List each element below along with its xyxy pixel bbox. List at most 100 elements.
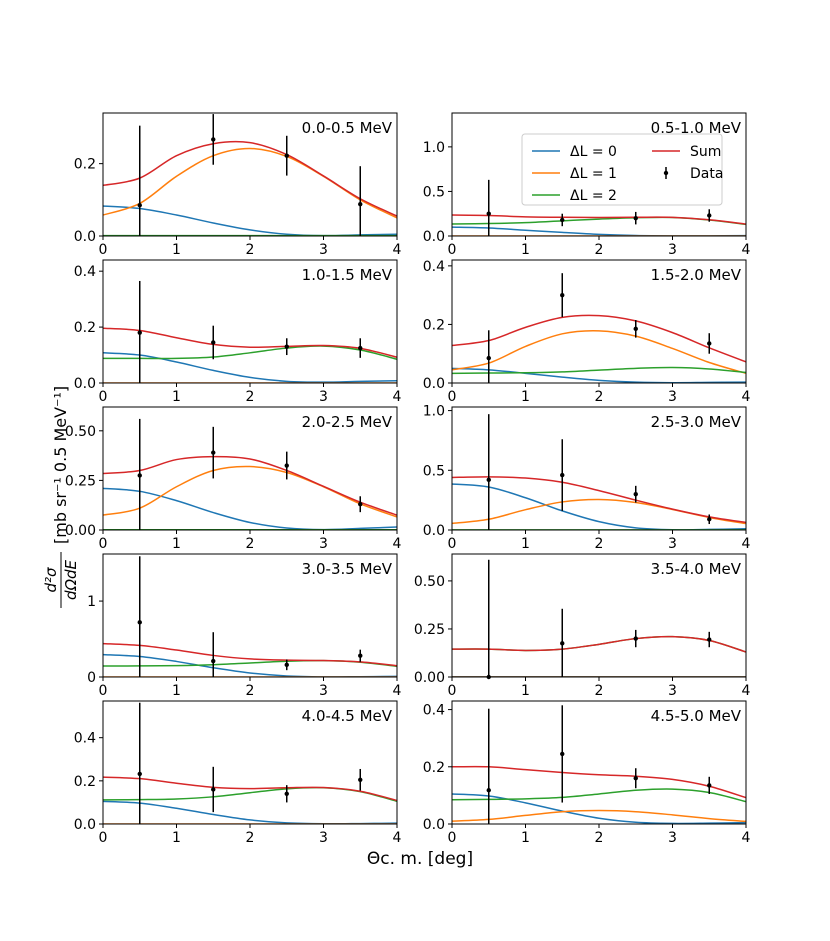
y-tick-label: 0.2 bbox=[74, 157, 96, 173]
data-points bbox=[137, 418, 363, 530]
y-tick-label: 1.0 bbox=[423, 140, 445, 156]
y-tick-label: 1.0 bbox=[423, 404, 445, 420]
x-tick-label: 3 bbox=[668, 389, 677, 405]
x-tick-label: 1 bbox=[521, 683, 530, 699]
x-tick-label: 0 bbox=[99, 389, 108, 405]
panel-title: 1.5-2.0 MeV bbox=[651, 266, 742, 284]
x-tick-label: 1 bbox=[521, 830, 530, 846]
y-tick-label: 0 bbox=[87, 670, 96, 686]
legend-label: ΔL = 0 bbox=[570, 144, 617, 160]
x-tick-label: 3 bbox=[319, 536, 328, 552]
data-point bbox=[486, 211, 491, 216]
panel-curves bbox=[103, 140, 397, 236]
y-label-units: [mb sr⁻¹ 0.5 MeV⁻¹] bbox=[51, 386, 70, 544]
x-tick-label: 0 bbox=[448, 536, 457, 552]
panel-title: 3.5-4.0 MeV bbox=[651, 560, 742, 578]
data-point bbox=[284, 463, 289, 468]
panel-4.0-4.5-mev: 0 1 2 3 4 0.0 0.2 0.4 4.0-4.5 MeV bbox=[74, 700, 402, 846]
panel-title: 3.0-3.5 MeV bbox=[302, 560, 393, 578]
x-tick-label: 4 bbox=[742, 536, 751, 552]
x-tick-label: 0 bbox=[448, 389, 457, 405]
x-tick-label: 2 bbox=[246, 389, 255, 405]
data-point bbox=[211, 658, 216, 664]
series-line-sum bbox=[103, 642, 397, 667]
series-line-l-2 bbox=[452, 216, 746, 226]
legend-label: Data bbox=[690, 166, 723, 182]
x-tick-label: 2 bbox=[595, 389, 604, 405]
panel-title: 0.0-0.5 MeV bbox=[302, 119, 393, 137]
panel-title: 4.0-4.5 MeV bbox=[302, 707, 393, 725]
panel-0.0-0.5-mev: 0 1 2 3 4 0.0 0.2 0.0-0.5 MeV bbox=[74, 112, 402, 258]
series-line-l-0 bbox=[103, 352, 397, 383]
y-tick-label: 1 bbox=[87, 594, 96, 610]
data-point bbox=[707, 213, 712, 218]
x-tick-label: 4 bbox=[742, 242, 751, 258]
x-tick-label: 0 bbox=[99, 830, 108, 846]
data-point bbox=[486, 788, 491, 793]
data-points bbox=[137, 702, 363, 824]
x-tick-label: 0 bbox=[99, 242, 108, 258]
x-tick-label: 4 bbox=[393, 683, 402, 699]
data-points bbox=[137, 114, 363, 236]
y-tick-label: 0.4 bbox=[423, 703, 445, 719]
x-tick-label: 2 bbox=[246, 242, 255, 258]
panel-4.5-5.0-mev: 0 1 2 3 4 0.0 0.2 0.4 4.5-5.0 MeV bbox=[423, 700, 751, 846]
data-point bbox=[284, 791, 289, 796]
panels-group: 0 1 2 3 4 0.0 0.2 0.0-0.5 MeV 0 1 2 3 4 0.0 0.5 1.0 0.5-… bbox=[65, 112, 751, 846]
data-point bbox=[358, 653, 363, 658]
y-tick-label: 0.50 bbox=[414, 574, 445, 590]
x-tick-label: 3 bbox=[668, 242, 677, 258]
data-point bbox=[137, 771, 142, 777]
data-point bbox=[633, 491, 638, 497]
data-points bbox=[486, 414, 712, 530]
x-tick-label: 0 bbox=[448, 242, 457, 258]
panel-title: 2.5-3.0 MeV bbox=[651, 413, 742, 431]
panel-0.5-1.0-mev: 0 1 2 3 4 0.0 0.5 1.0 0.5-1.0 MeV bbox=[423, 112, 751, 258]
series-line-l-0 bbox=[452, 226, 746, 236]
series-line-l-1 bbox=[103, 465, 397, 518]
series-line-l-0 bbox=[103, 205, 397, 236]
data-point bbox=[211, 787, 216, 792]
data-point bbox=[707, 341, 712, 346]
series-line-sum bbox=[452, 314, 746, 363]
series-line-sum bbox=[103, 327, 397, 359]
series-line-l-0 bbox=[103, 487, 397, 530]
y-tick-label: 0.4 bbox=[74, 264, 96, 280]
panel-curves bbox=[103, 642, 397, 677]
data-point bbox=[284, 662, 289, 668]
y-tick-label: 0.0 bbox=[423, 376, 445, 392]
panel-curves bbox=[452, 635, 746, 677]
x-tick-label: 3 bbox=[668, 683, 677, 699]
y-tick-label: 0.00 bbox=[65, 523, 96, 539]
data-points bbox=[486, 705, 712, 824]
series-line-l-0 bbox=[103, 800, 397, 824]
y-tick-label: 0.00 bbox=[414, 670, 445, 686]
panel-curves bbox=[452, 214, 746, 236]
data-point bbox=[633, 636, 638, 641]
panel-1.0-1.5-mev: 0 1 2 3 4 0.0 0.2 0.4 1.0-1.5 MeV bbox=[74, 259, 402, 405]
x-tick-label: 3 bbox=[319, 683, 328, 699]
series-line-l-2 bbox=[452, 788, 746, 803]
x-tick-label: 4 bbox=[742, 830, 751, 846]
data-point bbox=[633, 776, 638, 781]
series-line-l-1 bbox=[452, 809, 746, 823]
x-tick-label: 1 bbox=[521, 389, 530, 405]
x-tick-label: 2 bbox=[595, 683, 604, 699]
panel-2.5-3.0-mev: 0 1 2 3 4 0.0 0.5 1.0 2.5-3.0 MeV bbox=[423, 404, 751, 552]
data-points bbox=[137, 556, 363, 677]
series-line-sum bbox=[103, 455, 397, 516]
series-line-l-0 bbox=[452, 793, 746, 824]
panel-curves bbox=[103, 776, 397, 824]
y-tick-label: 0.0 bbox=[74, 376, 96, 392]
x-tick-label: 1 bbox=[521, 242, 530, 258]
x-tick-label: 2 bbox=[246, 683, 255, 699]
y-tick-label: 0.2 bbox=[423, 317, 445, 333]
series-line-sum bbox=[103, 776, 397, 802]
x-tick-label: 1 bbox=[172, 536, 181, 552]
y-tick-label: 0.5 bbox=[423, 184, 445, 200]
y-tick-label: 0.0 bbox=[423, 229, 445, 245]
panel-title: 1.0-1.5 MeV bbox=[302, 266, 393, 284]
data-point bbox=[358, 345, 363, 351]
data-point bbox=[633, 326, 638, 332]
series-line-l-2 bbox=[452, 366, 746, 375]
